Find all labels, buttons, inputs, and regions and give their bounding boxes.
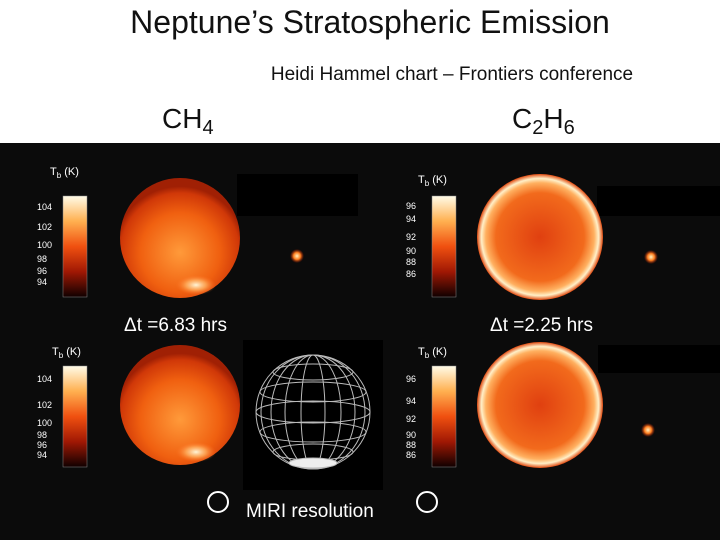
colorbar-tick-label: 86 — [406, 269, 416, 279]
colorbar-tick-label: 98 — [37, 430, 47, 440]
moon — [290, 249, 304, 263]
colorbar-tick-label: 102 — [37, 222, 52, 232]
colorbar-tick-label: 96 — [37, 266, 47, 276]
wireframe-globe — [255, 354, 371, 470]
colorbar-label: Tb (K) — [418, 174, 447, 188]
colorbar-tick-label: 96 — [406, 201, 416, 211]
colorbar-symbol: T — [418, 174, 425, 186]
formula-sub: 4 — [202, 117, 213, 139]
colorbar-sub: b — [57, 171, 62, 180]
colorbar-tick-label: 104 — [37, 202, 52, 212]
colorbar-label: Tb (K) — [52, 346, 81, 360]
colorbar-tick-label: 94 — [37, 277, 47, 287]
colorbar-tick-label: 88 — [406, 257, 416, 267]
subtitle: Heidi Hammel chart – Frontiers conferenc… — [271, 64, 633, 85]
colorbar — [62, 365, 88, 468]
planet-image — [120, 178, 240, 298]
formula-sub: 2 — [532, 117, 543, 139]
resolution-circle — [416, 491, 438, 513]
colorbar-tick-label: 96 — [406, 374, 416, 384]
colorbar-unit: (K) — [432, 174, 447, 186]
colorbar-label: Tb (K) — [418, 346, 447, 360]
formula-part: C — [512, 103, 532, 134]
column-label: C2H6 — [512, 103, 575, 139]
resolution-circle — [207, 491, 229, 513]
colorbar-symbol: T — [50, 166, 57, 178]
colorbar-label: Tb (K) — [50, 166, 79, 180]
colorbar-sub: b — [425, 351, 430, 360]
footer-label: MIRI resolution — [246, 501, 374, 522]
colorbar-tick-label: 94 — [406, 396, 416, 406]
bright-spot — [176, 442, 216, 462]
colorbar-sub: b — [425, 179, 430, 188]
mask — [598, 345, 720, 373]
formula-sub: 6 — [564, 117, 575, 139]
colorbar-unit: (K) — [64, 166, 79, 178]
moon — [641, 423, 655, 437]
moon — [644, 250, 658, 264]
colorbar — [62, 195, 88, 298]
bright-spot — [176, 275, 216, 295]
planet-image — [120, 345, 240, 465]
planet-image — [477, 174, 603, 300]
colorbar-tick-label: 86 — [406, 450, 416, 460]
colorbar — [431, 365, 457, 468]
planet-image — [477, 342, 603, 468]
formula-part: CH — [162, 103, 202, 134]
colorbar-tick-label: 100 — [37, 418, 52, 428]
colorbar-unit: (K) — [432, 346, 447, 358]
colorbar-tick-label: 96 — [37, 440, 47, 450]
colorbar-tick-label: 98 — [37, 254, 47, 264]
colorbar-sub: b — [59, 351, 64, 360]
colorbar-symbol: T — [418, 346, 425, 358]
colorbar-tick-label: 104 — [37, 374, 52, 384]
colorbar-tick-label: 90 — [406, 246, 416, 256]
colorbar-tick-label: 92 — [406, 232, 416, 242]
colorbar-tick-label: 102 — [37, 400, 52, 410]
colorbar-tick-label: 100 — [37, 240, 52, 250]
colorbar — [431, 195, 457, 298]
colorbar-symbol: T — [52, 346, 59, 358]
title: Neptune’s Stratospheric Emission — [130, 4, 610, 40]
colorbar-tick-label: 94 — [37, 450, 47, 460]
formula-part: H — [543, 103, 563, 134]
time-label: Δt =2.25 hrs — [490, 315, 593, 336]
colorbar-tick-label: 88 — [406, 440, 416, 450]
colorbar-tick-label: 90 — [406, 430, 416, 440]
colorbar-tick-label: 94 — [406, 214, 416, 224]
mask — [597, 186, 720, 216]
colorbar-tick-label: 92 — [406, 414, 416, 424]
colorbar-unit: (K) — [66, 346, 81, 358]
column-label: CH4 — [162, 103, 214, 139]
mask — [237, 174, 358, 216]
time-label: Δt =6.83 hrs — [124, 315, 227, 336]
